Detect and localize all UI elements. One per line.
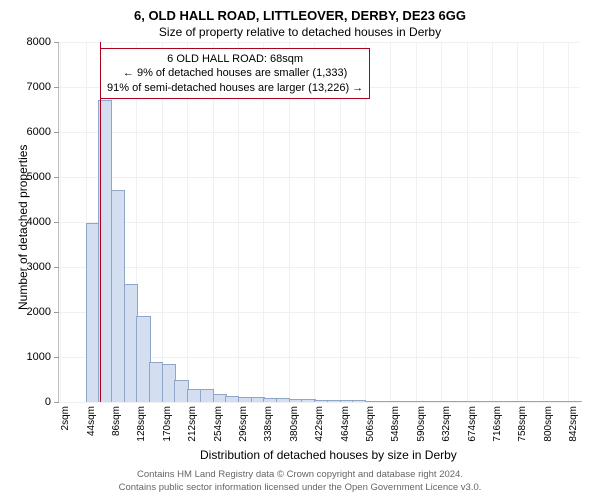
xtick-label: 716sqm (492, 406, 503, 442)
ytick-label: 8000 (27, 36, 59, 48)
gridline-v (416, 42, 417, 402)
xtick-label: 380sqm (289, 406, 300, 442)
chart-container: 6, OLD HALL ROAD, LITTLEOVER, DERBY, DE2… (0, 0, 600, 500)
annotation-line3: 91% of semi-detached houses are larger (… (107, 81, 363, 95)
xtick-label: 464sqm (340, 406, 351, 442)
gridline-v (543, 42, 544, 402)
ytick-label: 2000 (27, 306, 59, 318)
ytick-label: 6000 (27, 126, 59, 138)
xtick-label: 128sqm (136, 406, 147, 442)
xtick-label: 338sqm (263, 406, 274, 442)
x-axis-label: Distribution of detached houses by size … (200, 448, 457, 462)
ytick-label: 0 (45, 396, 59, 408)
xtick-label: 800sqm (543, 406, 554, 442)
gridline-v (60, 42, 61, 402)
chart-title-sub: Size of property relative to detached ho… (0, 23, 600, 39)
footer: Contains HM Land Registry data © Crown c… (0, 469, 600, 494)
xtick-label: 548sqm (390, 406, 401, 442)
xtick-label: 632sqm (441, 406, 452, 442)
footer-line2: Contains public sector information licen… (0, 482, 600, 494)
xtick-label: 170sqm (162, 406, 173, 442)
ytick-label: 7000 (27, 81, 59, 93)
xtick-label: 44sqm (86, 406, 97, 436)
gridline-v (390, 42, 391, 402)
gridline-v (517, 42, 518, 402)
xtick-label: 296sqm (238, 406, 249, 442)
gridline-v (568, 42, 569, 402)
xtick-label: 506sqm (365, 406, 376, 442)
xtick-label: 842sqm (568, 406, 579, 442)
ytick-label: 5000 (27, 171, 59, 183)
xtick-label: 254sqm (213, 406, 224, 442)
annotation-line2: ← 9% of detached houses are smaller (1,3… (107, 66, 363, 80)
gridline-v (467, 42, 468, 402)
chart-title-main: 6, OLD HALL ROAD, LITTLEOVER, DERBY, DE2… (0, 0, 600, 23)
gridline-v (441, 42, 442, 402)
xtick-label: 674sqm (467, 406, 478, 442)
ytick-label: 3000 (27, 261, 59, 273)
xtick-label: 212sqm (187, 406, 198, 442)
y-axis-label: Number of detached properties (16, 145, 30, 310)
histogram-bar (568, 401, 582, 402)
gridline-h (59, 402, 579, 403)
xtick-label: 590sqm (416, 406, 427, 442)
xtick-label: 422sqm (314, 406, 325, 442)
footer-line1: Contains HM Land Registry data © Crown c… (0, 469, 600, 481)
ytick-label: 1000 (27, 351, 59, 363)
xtick-label: 2sqm (60, 406, 71, 430)
xtick-label: 86sqm (111, 406, 122, 436)
annotation-box: 6 OLD HALL ROAD: 68sqm ← 9% of detached … (100, 48, 370, 99)
ytick-label: 4000 (27, 216, 59, 228)
annotation-line1: 6 OLD HALL ROAD: 68sqm (107, 52, 363, 66)
xtick-label: 758sqm (517, 406, 528, 442)
gridline-v (492, 42, 493, 402)
